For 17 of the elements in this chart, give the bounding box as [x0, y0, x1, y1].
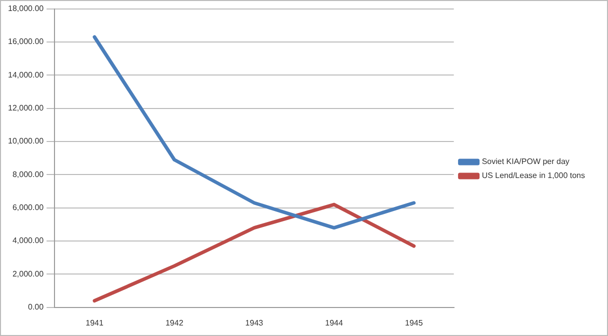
y-tick-label: 0.00 — [28, 302, 44, 312]
legend-label: Soviet KIA/POW per day — [482, 157, 570, 166]
y-tick-label: 18,000.00 — [8, 4, 44, 14]
y-tick-label: 2,000.00 — [12, 269, 44, 278]
x-tick-label: 1944 — [325, 318, 344, 328]
y-tick-label: 12,000.00 — [8, 104, 44, 113]
y-tick-label: 8,000.00 — [12, 170, 44, 179]
legend-label: US Lend/Lease in 1,000 tons — [482, 171, 585, 180]
x-tick-label: 1945 — [404, 318, 424, 328]
y-tick-label: 10,000.00 — [8, 136, 44, 146]
x-tick-label: 1942 — [165, 318, 184, 328]
y-tick-label: 4,000.00 — [12, 236, 44, 246]
y-tick-label: 14,000.00 — [8, 70, 44, 80]
y-tick-label: 6,000.00 — [12, 203, 44, 212]
y-tick-label: 16,000.00 — [8, 37, 44, 46]
x-tick-label: 1943 — [245, 318, 264, 328]
x-tick-label: 1941 — [86, 318, 104, 328]
